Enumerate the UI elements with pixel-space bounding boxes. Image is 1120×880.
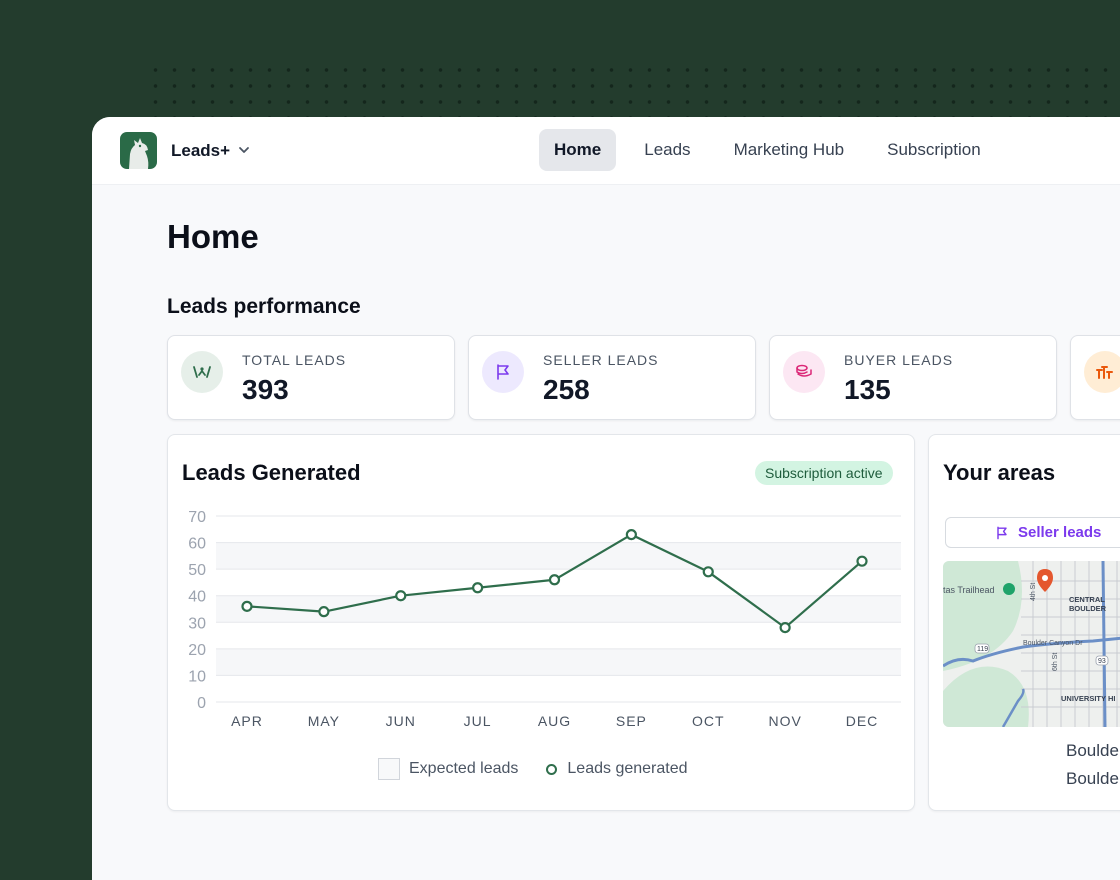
section-title-leads-performance: Leads performance [167,295,361,318]
y-tick-label: 70 [188,509,206,526]
map-label-6th-st: 6th St [1052,653,1059,671]
stat-label: TOTAL LEADS [242,352,347,368]
y-tick-label: 40 [188,589,206,606]
area-row[interactable]: Boulde [1066,741,1119,760]
your-areas-card: Your areas Seller leads tas Trailhead [928,434,1120,811]
x-tick-label: AUG [538,713,571,729]
nav-tab-marketing-hub[interactable]: Marketing Hub [733,140,845,159]
grid-band [216,595,901,623]
data-point [779,622,791,634]
x-tick-label: JUN [386,713,416,729]
data-point [395,590,407,602]
grid-band [216,648,901,676]
chart-legend: Expected leads Leads generated [378,758,688,780]
stat-card-partial[interactable] [1070,335,1120,420]
leads-generated-card: Leads Generated Subscription active 0 10 2… [167,434,915,811]
stat-card-total-leads[interactable]: TOTAL LEADS 393 [167,335,455,420]
map-route-93: 93 [1098,658,1106,665]
map-label-boulder: BOULDER [1069,604,1107,613]
stat-label: BUYER LEADS [844,352,954,368]
area-row[interactable]: Boulde [1066,769,1119,788]
map-label-4th-st: 4th St [1030,583,1037,601]
legend-label-expected[interactable]: Expected leads [409,760,519,777]
chart-title: Leads Generated [182,460,361,485]
x-tick-label: APR [231,713,263,729]
areas-title: Your areas [943,460,1056,485]
x-tick-label: MAY [308,713,340,729]
x-tick-label: SEP [616,713,647,729]
stat-label: SELLER LEADS [543,352,659,368]
legend-swatch-expected[interactable] [378,758,400,780]
data-point [241,600,253,612]
data-point [472,582,484,594]
seller-leads-filter-label: Seller leads [1018,524,1102,541]
data-point [625,528,637,541]
chevron-down-icon[interactable] [237,143,251,157]
y-tick-label: 10 [188,668,206,685]
data-point [702,566,714,578]
map-label-canyon: Boulder Canyon Dr [1023,640,1083,647]
x-tick-label: NOV [768,713,801,729]
legend-marker-generated[interactable] [546,763,558,775]
subscription-status-badge: Subscription active [755,461,893,485]
flag-icon [482,351,524,393]
y-tick-label: 20 [188,642,206,659]
stat-card-buyer-leads[interactable]: BUYER LEADS 135 [769,335,1057,420]
app-window: Leads+ Home Leads Marketing Hub Subscrip… [92,117,1120,880]
y-tick-label: 60 [188,536,206,553]
y-tick-label: 30 [188,615,206,632]
data-point [548,574,561,586]
seller-leads-filter-button[interactable]: Seller leads [945,517,1120,548]
coins-icon [783,351,825,393]
data-point [318,606,330,618]
y-tick-label: 0 [197,695,206,712]
stat-value: 393 [242,374,289,405]
handshake-icon [181,351,223,393]
stat-card-seller-leads[interactable]: SELLER LEADS 258 [468,335,756,420]
grid-band [216,542,901,570]
data-point [856,555,868,567]
map-label-central: CENTRAL [1069,595,1105,604]
x-tick-label: DEC [846,713,879,729]
map-label-trailhead: tas Trailhead [943,585,995,595]
flag-icon [997,526,1007,539]
page-title: Home [167,218,259,255]
stat-value: 258 [543,374,590,405]
x-tick-label: JUL [464,713,492,729]
area-map[interactable]: tas Trailhead CENTRAL BOULDER UNIVERSITY… [943,561,1120,727]
legend-label-generated[interactable]: Leads generated [567,760,688,777]
top-navigation-bar: Leads+ Home Leads Marketing Hub Subscrip… [92,117,1120,185]
y-tick-label: 50 [188,562,206,579]
bar-chart-icon [1084,351,1120,393]
map-label-university: UNIVERSITY HI [1061,694,1115,703]
app-name[interactable]: Leads+ [171,141,231,160]
map-route-119: 119 [977,646,988,653]
nav-tab-home[interactable]: Home [539,129,617,171]
leads-line-chart: 0 10 20 30 40 50 60 70 APR MAY JUN JUL AUG SEP OCT NOV D… [188,509,901,729]
decorative-dot-pattern [146,62,1120,122]
app-logo-icon[interactable] [120,132,157,169]
nav-tab-subscription[interactable]: Subscription [887,140,981,159]
stat-value: 135 [844,374,891,405]
main-nav: Home Leads Marketing Hub Subscription [539,129,1009,171]
nav-tab-leads[interactable]: Leads [644,140,691,159]
x-tick-label: OCT [692,713,725,729]
